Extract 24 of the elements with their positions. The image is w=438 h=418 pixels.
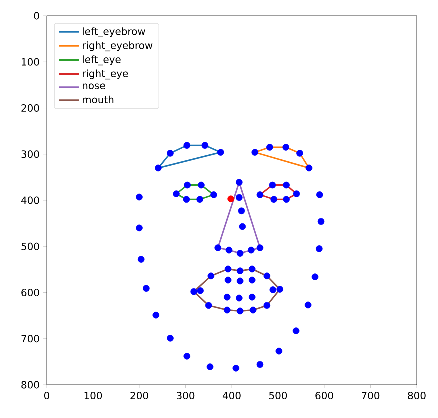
y-tick-label: 700 — [22, 335, 40, 343]
x-tick-label: 800 — [408, 392, 426, 400]
y-tick-label: 600 — [22, 288, 40, 297]
legend-label: right_eyebrow — [83, 42, 153, 52]
x-tick-label: 600 — [316, 392, 334, 400]
legend-label: right_eye — [83, 70, 128, 80]
y-tick-label: 500 — [22, 242, 40, 250]
x-tick-label: 500 — [270, 392, 288, 400]
y-tick-label: 400 — [21, 196, 40, 204]
y-tick-label: 0 — [34, 12, 40, 20]
y-tick-label: 300 — [22, 150, 40, 158]
x-tick-label: 700 — [362, 392, 380, 400]
y-tick-label: 800 — [22, 381, 40, 389]
y-tick-label: 200 — [22, 104, 40, 112]
x-tick-label: 400 — [222, 392, 241, 400]
x-tick-label: 300 — [177, 392, 195, 400]
x-tick-label: 100 — [84, 392, 102, 400]
x-tick-label: 200 — [130, 392, 148, 400]
legend-label: mouth — [83, 96, 114, 104]
legend-label: left_eye — [83, 56, 121, 66]
y-tick-label: 100 — [22, 58, 40, 66]
legend-label: left_eyebrow — [83, 28, 146, 38]
legend-label: nose — [83, 84, 106, 90]
x-tick-label: 0 — [44, 392, 50, 400]
